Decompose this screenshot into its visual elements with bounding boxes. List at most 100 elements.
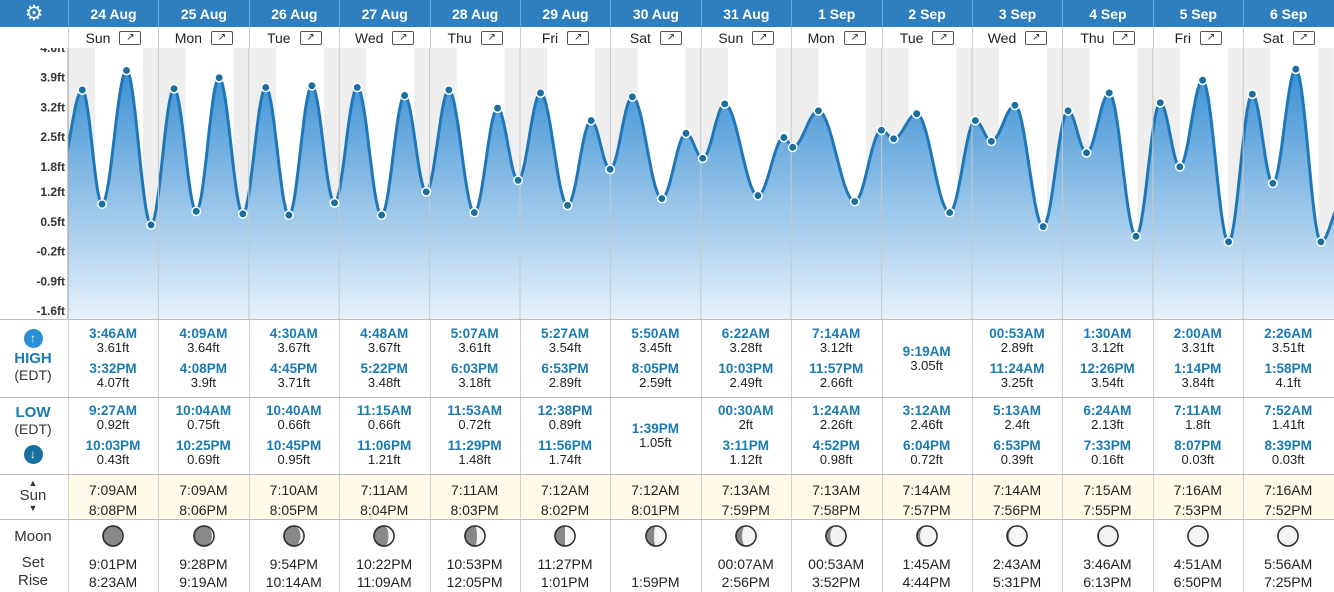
- tide-value: 3.61ft: [458, 340, 491, 355]
- y-tick-label: 3.9ft: [40, 71, 65, 85]
- tide-time: 5:50AM: [631, 326, 680, 341]
- moonrise-time: 5:31PM: [992, 574, 1042, 590]
- weekday-label: Sun: [85, 29, 111, 46]
- high-tide-cell: 5:22PM 3.48ft: [339, 362, 429, 390]
- tide-area: [59, 69, 1334, 319]
- moon-phase-icon: [644, 525, 667, 547]
- tide-time: 4:45PM: [270, 361, 318, 376]
- expand-arrows-icon[interactable]: ↗: [480, 30, 503, 45]
- sun-cell: 7:14AM 7:56PM: [972, 480, 1062, 520]
- expand-arrows-icon[interactable]: ↗: [567, 30, 590, 45]
- column-divider: [1243, 319, 1245, 592]
- moonrise-time: 2:56PM: [721, 574, 770, 590]
- high-tide-cell: 4:08PM 3.9ft: [158, 362, 248, 390]
- weekday-cell: Mon ↗: [158, 27, 248, 48]
- high-tide-cell: 4:30AM 3.67ft: [249, 327, 339, 355]
- row-divider: [0, 474, 1334, 475]
- sun-cell: 7:11AM 8:04PM: [339, 480, 429, 520]
- tide-point: [627, 91, 638, 102]
- moonrise-time: 8:23AM: [88, 574, 138, 590]
- tide-point: [121, 65, 132, 76]
- tide-value: 3.9ft: [190, 375, 217, 390]
- high-tide-cell: 12:26PM 3.54ft: [1062, 362, 1152, 390]
- moon-rise-label: Rise: [17, 572, 48, 589]
- expand-arrows-icon[interactable]: ↗: [1113, 30, 1136, 45]
- tide-point: [237, 208, 248, 219]
- date-label: 2 Sep: [881, 0, 972, 27]
- tide-value: 8:03PM: [450, 502, 499, 518]
- low-tz: (EDT): [14, 421, 52, 437]
- low-tide-cell: 9:27AM 0.92ft: [68, 404, 158, 432]
- weekday-row: Sun ↗ Mon ↗ Tue ↗ Wed ↗ Thu ↗ Fri ↗ Sat ↗ Sun ↗ Mon ↗ Tue ↗…: [0, 27, 1334, 48]
- high-tide-cell: 5:07AM 3.61ft: [430, 327, 520, 355]
- expand-arrows-icon[interactable]: ↗: [1292, 30, 1315, 45]
- tide-point: [778, 132, 789, 143]
- moonrise-time: 6:13PM: [1083, 574, 1132, 590]
- expand-arrows-icon[interactable]: ↗: [211, 30, 233, 45]
- tide-value: 7:53PM: [1173, 502, 1222, 518]
- arrow-down-icon[interactable]: ↓: [23, 445, 43, 464]
- high-tide-cell: 6:53PM 2.89ft: [520, 362, 610, 390]
- tide-value: 3.61ft: [96, 340, 130, 355]
- tide-time: 9:19AM: [902, 344, 951, 359]
- expand-arrows-icon[interactable]: ↗: [659, 30, 682, 45]
- moon-phase-icon: [1187, 525, 1209, 547]
- tide-point: [376, 210, 387, 221]
- high-label: ↑ HIGH (EDT): [0, 329, 66, 383]
- high-tide-cell: 4:48AM 3.67ft: [339, 327, 429, 355]
- low-tide-cell: 11:56PM 1.74ft: [520, 439, 610, 467]
- tide-point: [944, 207, 955, 218]
- tide-point: [535, 88, 546, 98]
- tide-value: 8:06PM: [179, 502, 228, 518]
- date-label: 24 Aug: [68, 0, 158, 27]
- high-tide-cell: 10:03PM 2.49ft: [701, 362, 791, 390]
- expand-arrows-icon[interactable]: ↗: [299, 30, 322, 45]
- high-tide-cell: 9:19AM 3.05ft: [882, 345, 972, 373]
- moonrise-time: 3:52PM: [812, 574, 861, 590]
- weekday-label: Thu: [447, 29, 472, 46]
- expand-arrows-icon[interactable]: ↗: [1025, 30, 1048, 45]
- tide-time: 7:52AM: [1264, 403, 1313, 418]
- tide-point: [1038, 221, 1049, 232]
- low-tide-cell: 10:40AM 0.66ft: [249, 404, 339, 432]
- weekday-cell: Sun ↗: [68, 27, 158, 48]
- y-tick-label: -0.9ft: [36, 274, 65, 288]
- arrow-up-icon[interactable]: ↑: [23, 329, 43, 348]
- tide-value: 3.67ft: [277, 340, 311, 355]
- tide-value: 0.75ft: [187, 417, 220, 432]
- tide-point: [214, 72, 225, 83]
- tide-value: 7:59PM: [721, 502, 770, 518]
- low-tide-cell: 7:33PM 0.16ft: [1062, 439, 1152, 467]
- tide-point: [605, 164, 616, 175]
- tide-point: [97, 199, 108, 210]
- tide-value: 3.51ft: [1271, 340, 1305, 355]
- expand-arrows-icon[interactable]: ↗: [932, 30, 955, 45]
- gear-icon[interactable]: ⚙: [24, 2, 44, 25]
- tide-time: 1:30AM: [1083, 326, 1132, 341]
- expand-arrows-icon[interactable]: ↗: [752, 30, 775, 45]
- y-axis-panel: [0, 48, 68, 319]
- date-label: 6 Sep: [1243, 0, 1333, 27]
- low-tide-cell: 1:39PM 1.05ft: [610, 422, 700, 450]
- tide-value: 7:11AM: [360, 482, 408, 498]
- expand-arrows-icon[interactable]: ↗: [119, 30, 142, 45]
- tide-value: 3.45ft: [639, 340, 672, 355]
- sun-cell: 7:09AM 8:06PM: [158, 480, 248, 520]
- column-divider: [158, 319, 160, 592]
- tide-time: 4:30AM: [269, 326, 318, 341]
- y-tick-label: 0.5ft: [40, 215, 65, 229]
- tide-time: 6:04PM: [902, 438, 951, 453]
- tide-point: [911, 108, 922, 119]
- tide-value: 2.89ft: [1000, 340, 1034, 355]
- tide-point: [1104, 88, 1115, 98]
- tide-value: 0.03ft: [1271, 452, 1305, 467]
- weekday-cell: Sat ↗: [1243, 27, 1333, 48]
- tide-time: 6:22AM: [721, 326, 770, 341]
- high-tide-cell: 1:58PM 4.1ft: [1243, 362, 1333, 390]
- expand-arrows-icon[interactable]: ↗: [843, 30, 866, 45]
- tide-time: 4:48AM: [360, 326, 409, 341]
- tide-point: [1290, 64, 1301, 75]
- date-label: 3 Sep: [972, 0, 1062, 27]
- expand-arrows-icon[interactable]: ↗: [1199, 30, 1222, 45]
- expand-arrows-icon[interactable]: ↗: [392, 30, 415, 45]
